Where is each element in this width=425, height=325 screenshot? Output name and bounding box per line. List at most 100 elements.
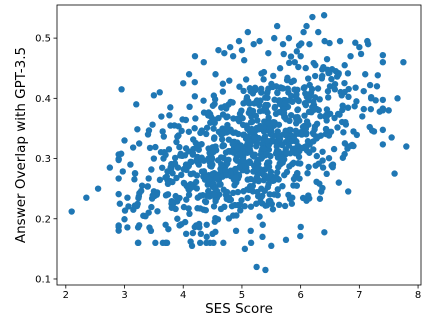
data-point: [316, 180, 323, 187]
data-point: [165, 225, 172, 233]
data-point: [115, 175, 122, 182]
data-point: [211, 191, 218, 199]
data-point: [265, 175, 272, 182]
data-point: [290, 77, 297, 84]
data-point: [218, 136, 226, 143]
data-point: [202, 207, 210, 214]
data-point: [185, 128, 193, 135]
data-point: [291, 59, 298, 66]
data-point: [257, 125, 265, 132]
data-point: [211, 218, 218, 225]
x-tick-label: 6: [297, 290, 303, 301]
data-point: [154, 208, 161, 215]
data-point: [249, 151, 257, 158]
data-point: [374, 72, 381, 79]
data-point: [322, 125, 330, 133]
data-point: [203, 124, 211, 131]
data-point: [200, 168, 208, 175]
data-point: [226, 43, 234, 51]
data-point: [245, 186, 253, 194]
data-point: [319, 164, 327, 171]
data-point: [320, 63, 327, 71]
data-point: [162, 174, 169, 181]
data-point: [131, 202, 139, 209]
data-point: [217, 205, 225, 213]
data-point: [142, 212, 149, 220]
data-point: [146, 224, 153, 231]
data-point: [268, 80, 275, 88]
data-point: [187, 170, 194, 178]
data-point: [304, 169, 311, 177]
data-point: [379, 51, 387, 59]
data-point: [118, 86, 125, 93]
y-tick-label: 0.1: [35, 274, 51, 285]
x-tick-label: 8: [415, 290, 421, 301]
data-point: [219, 88, 227, 95]
data-point: [146, 144, 154, 152]
data-point: [239, 121, 247, 129]
data-point: [326, 83, 334, 90]
data-point: [220, 142, 228, 149]
data-point: [340, 129, 347, 136]
data-point: [223, 124, 231, 132]
data-point: [245, 98, 252, 105]
data-point: [310, 138, 317, 145]
data-point: [270, 118, 277, 126]
data-point: [327, 128, 335, 135]
data-point: [350, 142, 357, 150]
data-point: [283, 149, 290, 156]
data-point: [373, 83, 381, 90]
data-point: [298, 40, 305, 47]
data-point: [129, 144, 137, 151]
data-point: [174, 215, 181, 222]
data-point: [211, 96, 219, 103]
data-point: [317, 113, 324, 120]
data-point: [163, 191, 171, 198]
data-point: [304, 138, 312, 145]
data-point: [284, 85, 291, 92]
data-point: [206, 176, 213, 183]
data-point: [344, 104, 352, 111]
data-point: [309, 103, 316, 111]
x-axis-ticks: 2 3 4 5 6 7 8: [63, 285, 421, 301]
data-point: [253, 263, 260, 271]
data-point: [319, 148, 326, 155]
data-point: [274, 192, 281, 199]
data-point: [208, 155, 216, 163]
data-point: [275, 148, 282, 155]
data-point: [232, 227, 240, 235]
data-point: [225, 196, 233, 204]
data-point: [285, 59, 293, 67]
data-point: [182, 161, 190, 168]
data-point: [385, 107, 392, 114]
data-point: [234, 115, 241, 123]
data-point: [119, 168, 126, 175]
data-point: [262, 202, 269, 209]
data-point: [133, 101, 140, 108]
data-point: [274, 186, 281, 193]
data-point: [287, 53, 295, 60]
data-point: [200, 109, 208, 116]
data-point: [279, 182, 286, 190]
data-point: [265, 114, 272, 121]
data-point: [186, 103, 193, 111]
data-point: [345, 93, 352, 101]
data-point: [118, 150, 125, 157]
data-point: [180, 179, 188, 187]
data-point: [291, 86, 298, 93]
data-point: [324, 88, 332, 95]
data-point: [212, 71, 219, 78]
data-point: [388, 134, 395, 141]
data-point: [115, 190, 122, 198]
data-point: [290, 175, 298, 183]
data-point: [330, 145, 338, 153]
data-point: [306, 93, 313, 101]
data-point: [166, 112, 173, 119]
data-point: [221, 49, 228, 57]
data-point: [341, 88, 348, 96]
data-point: [253, 98, 261, 106]
data-point: [379, 96, 387, 104]
data-point: [316, 96, 323, 103]
data-point: [391, 170, 398, 177]
data-point: [121, 207, 129, 214]
